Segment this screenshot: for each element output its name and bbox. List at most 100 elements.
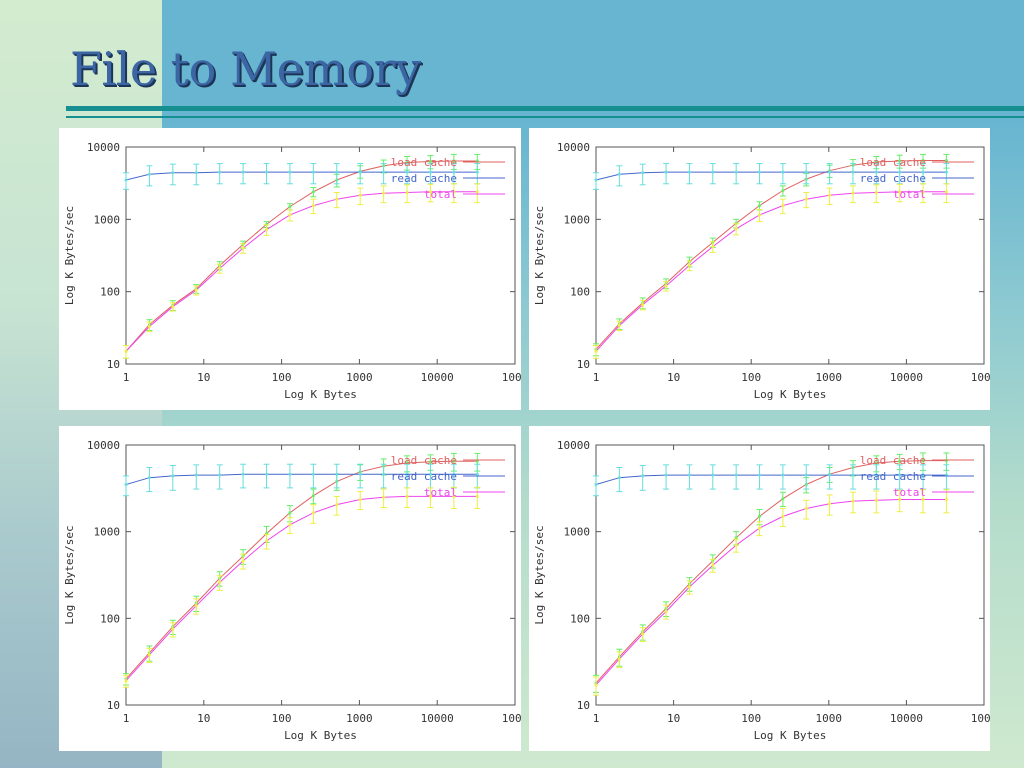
data-point-total: [147, 653, 151, 657]
data-point-read-cache: [335, 472, 339, 476]
data-point-read-cache: [218, 473, 222, 477]
data-point-read-cache: [687, 170, 691, 174]
data-point-load-cache: [428, 460, 432, 464]
title-rule-thin: [66, 116, 1024, 118]
data-point-total: [311, 204, 315, 208]
plot-frame: [125, 444, 516, 706]
data-point-read-cache: [405, 170, 409, 174]
y-tick-label: 1000: [94, 526, 121, 539]
data-point-read-cache: [758, 473, 762, 477]
data-point-read-cache: [617, 476, 621, 480]
data-point-read-cache: [475, 170, 479, 174]
x-axis-label: Log K Bytes: [754, 388, 827, 401]
data-point-load-cache: [874, 461, 878, 465]
data-point-read-cache: [617, 172, 621, 176]
data-point-load-cache: [428, 160, 432, 164]
y-axis-label: Log K Bytes/sec: [533, 525, 546, 624]
data-point-read-cache: [711, 473, 715, 477]
y-tick-label: 10: [577, 699, 590, 712]
data-point-total: [641, 632, 645, 636]
data-point-total: [687, 585, 691, 589]
data-point-read-cache: [874, 170, 878, 174]
data-point-read-cache: [711, 170, 715, 174]
data-point-total: [428, 190, 432, 194]
data-point-read-cache: [311, 170, 315, 174]
x-tick-label: 1000: [971, 371, 990, 384]
title-rule-thick: [66, 106, 1024, 111]
series-line-load-cache: [125, 160, 478, 352]
x-tick-label: 1000: [346, 371, 373, 384]
data-point-total: [851, 499, 855, 503]
data-point-read-cache: [124, 178, 128, 182]
chart-top-right: 101001000100001101001000100001000Log K B…: [533, 141, 990, 401]
chart-panel-bottom-left: 101001000100001101001000100001000Log K B…: [59, 426, 521, 751]
data-point-total: [452, 494, 456, 498]
x-tick-label: 10000: [890, 712, 923, 725]
data-point-total: [358, 193, 362, 197]
data-point-read-cache: [921, 170, 925, 174]
data-point-total: [898, 190, 902, 194]
data-point-load-cache: [288, 511, 292, 515]
x-axis-label: Log K Bytes: [754, 729, 827, 742]
data-point-total: [405, 494, 409, 498]
x-tick-label: 100: [272, 712, 292, 725]
x-tick-label: 10000: [421, 712, 454, 725]
data-point-total: [147, 324, 151, 328]
data-point-read-cache: [921, 473, 925, 477]
data-point-total: [711, 245, 715, 249]
data-point-total: [944, 190, 948, 194]
data-point-read-cache: [218, 170, 222, 174]
data-point-total: [475, 190, 479, 194]
y-tick-label: 10: [107, 358, 120, 371]
series-line-read-cache: [595, 171, 947, 181]
data-point-total: [218, 580, 222, 584]
legend-label-load-cache: load cache: [391, 156, 457, 169]
y-axis-label: Log K Bytes/sec: [63, 525, 76, 624]
slide-background-top-band: [162, 0, 1024, 120]
data-point-total: [874, 190, 878, 194]
data-point-total: [171, 305, 175, 309]
y-tick-label: 100: [570, 612, 590, 625]
data-point-load-cache: [288, 205, 292, 209]
data-point-total: [194, 288, 198, 292]
data-point-total: [921, 498, 925, 502]
data-point-load-cache: [921, 159, 925, 163]
data-point-read-cache: [171, 474, 175, 478]
data-point-total: [288, 213, 292, 217]
data-point-load-cache: [898, 159, 902, 163]
x-tick-label: 1: [123, 371, 130, 384]
data-point-read-cache: [147, 172, 151, 176]
series-line-read-cache: [125, 171, 478, 181]
data-point-read-cache: [265, 472, 269, 476]
chart-panel-bottom-right: 101001000100001101001000100001000Log K B…: [529, 426, 990, 751]
legend-label-read-cache: read cache: [391, 172, 457, 185]
data-point-read-cache: [288, 170, 292, 174]
data-point-total: [921, 190, 925, 194]
x-tick-label: 100: [741, 712, 761, 725]
x-tick-label: 1000: [816, 712, 843, 725]
x-tick-label: 1000: [346, 712, 373, 725]
x-tick-label: 1000: [816, 371, 843, 384]
legend-label-total: total: [424, 188, 457, 201]
data-point-read-cache: [641, 171, 645, 175]
x-tick-label: 10: [197, 712, 210, 725]
data-point-load-cache: [781, 189, 785, 193]
x-tick-label: 100: [272, 371, 292, 384]
y-axis-label: Log K Bytes/sec: [533, 206, 546, 305]
data-point-read-cache: [147, 476, 151, 480]
data-point-total: [335, 503, 339, 507]
data-point-total: [758, 526, 762, 530]
data-point-total: [781, 204, 785, 208]
data-point-read-cache: [124, 483, 128, 487]
plot-frame: [125, 146, 516, 365]
x-tick-label: 10: [197, 371, 210, 384]
y-tick-label: 10: [577, 358, 590, 371]
series-line-load-cache: [595, 460, 947, 684]
series-line-read-cache: [125, 473, 478, 485]
data-point-total: [734, 543, 738, 547]
y-tick-label: 10000: [557, 439, 590, 452]
chart-panel-top-left: 101001000100001101001000100001000Log K B…: [59, 128, 521, 410]
data-point-total: [641, 303, 645, 307]
data-point-load-cache: [311, 190, 315, 194]
x-tick-label: 100: [741, 371, 761, 384]
